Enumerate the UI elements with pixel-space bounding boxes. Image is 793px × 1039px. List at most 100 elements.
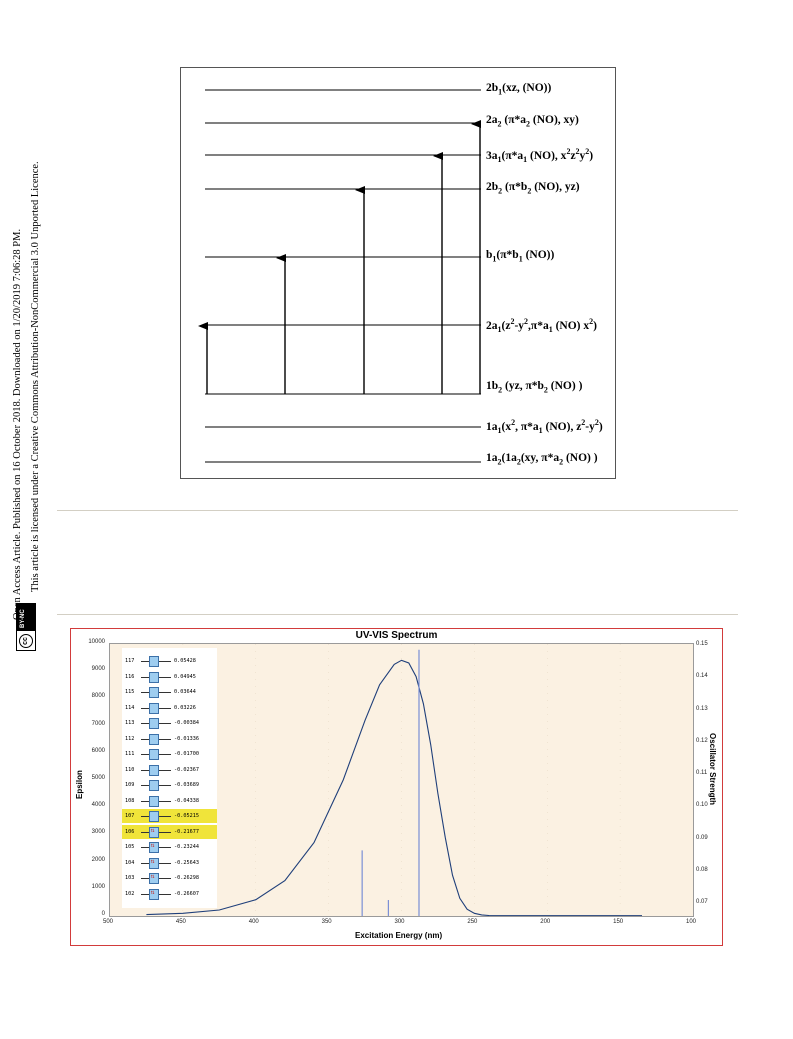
y-left-tick-label: 3000 [91,829,105,836]
section-divider-bottom [57,614,738,615]
x-tick-label: 500 [103,919,114,925]
orbital-row: 104 -0.25643 [122,856,217,870]
orbital-number: 105 [125,844,135,850]
orbital-number: 104 [125,859,135,866]
orbital-number: 114 [125,704,135,711]
x-tick-label: 350 [321,919,332,925]
orbital-row: 112 -0.01336 [122,732,217,746]
orbital-row: 102 -0.26607 [122,887,217,901]
cc-by-nc-badge[interactable]: BY-NC cc [16,603,36,651]
x-tick-label: 400 [248,919,259,925]
y-left-tick-label: 7000 [91,720,105,727]
x-tick-label: 100 [686,919,697,925]
orbital-tick [159,831,171,833]
orbital-tick [141,754,149,755]
orbital-energy: -0.26607 [174,890,199,897]
orbital-tick [141,831,149,833]
y-left-tick-label: 6000 [91,747,105,754]
y-left-tick-label: 10000 [88,639,105,645]
orbital-energy-panel: 117 0.05428 116 0.04945 115 0.03644 114 0.03226… [122,648,217,908]
orbital-row: 116 0.04945 [122,670,217,684]
mo-label-2b1: 2b1(xz, (NO)) [486,82,552,97]
occupied-orbital-icon [149,873,159,884]
cc-logo-icon: cc [19,634,33,648]
orbital-energy: 0.03644 [174,689,196,695]
y-right-tick-label: 0.15 [696,641,708,647]
orbital-energy: 0.05428 [174,658,196,664]
orbital-number: 115 [125,689,135,695]
orbital-row: 117 0.05428 [122,654,217,668]
y-right-tick-label: 0.08 [696,867,708,874]
orbital-tick [141,661,149,662]
orbital-tick [159,754,171,755]
orbital-tick [141,738,149,740]
orbital-number: 111 [125,751,135,757]
virtual-orbital-icon [149,656,159,667]
virtual-orbital-icon [149,811,159,822]
y-left-tick-label: 2000 [91,856,105,863]
occupied-orbital-icon [149,842,159,853]
orbital-tick [159,723,171,724]
orbital-row: 109 -0.03689 [122,778,217,792]
publication-line: Open Access Article. Published on 16 Oct… [12,228,23,620]
orbital-row: 114 0.03226 [122,701,217,715]
occupied-orbital-icon [149,857,159,869]
orbital-number: 117 [125,658,135,664]
orbital-tick [159,769,171,771]
mo-label-1a1: 1a1(x2, π*a1 (NO), z2-y2) [486,418,603,436]
orbital-number: 102 [125,890,135,897]
y-axis-right-title: Oscillator Strength [708,733,717,806]
orbital-tick [159,692,171,693]
orbital-tick [141,816,149,817]
mo-diagram-svg [198,89,481,463]
orbital-row: 106 -0.21677 [122,824,217,839]
orbital-number: 112 [125,735,135,742]
virtual-orbital-icon [149,795,159,807]
mo-label-2b2: 2b2 (π*b2 (NO), yz) [486,181,580,196]
cc-badge-text: BY-NC [20,609,26,628]
orbital-number: 108 [125,797,135,804]
mo-label-2a1: 2a1(z2-y2,π*a1 (NO) x2) [486,317,597,335]
orbital-tick [141,676,149,678]
x-tick-label: 250 [467,919,478,925]
y-right-tick-label: 0.07 [696,899,708,906]
virtual-orbital-icon [149,702,159,714]
orbital-tick [141,847,149,848]
y-left-tick-label: 9000 [91,666,105,673]
orbital-row: 107 -0.05215 [122,809,217,823]
orbital-row: 111 -0.01700 [122,747,217,761]
orbital-energy: -0.01336 [174,735,199,742]
virtual-orbital-icon [149,780,159,791]
orbital-tick [159,878,171,879]
orbital-tick [141,692,149,693]
orbital-energy: 0.03226 [174,704,196,711]
orbital-tick [141,862,149,864]
license-sidebar: Open Access Article. Published on 16 Oct… [0,0,60,660]
occupied-orbital-icon [149,888,159,900]
orbital-tick [141,785,149,786]
orbital-energy: -0.05215 [174,813,199,819]
spectrum-curve [146,659,642,916]
orbital-tick [159,847,171,848]
orbital-tick [141,878,149,879]
occupied-orbital-icon [149,826,159,838]
chart-title: UV-VIS Spectrum [355,630,438,641]
mo-energy-diagram: 2b1(xz, (NO)) 2a2 (π*a2 (NO), xy) 3a1(π*… [180,67,616,479]
y-left-tick-label: 4000 [91,802,105,809]
x-tick-label: 200 [540,919,551,925]
orbital-tick [141,707,149,709]
virtual-orbital-icon [149,733,159,745]
orbital-tick [159,800,171,802]
orbital-tick [141,893,149,895]
virtual-orbital-icon [149,718,159,729]
orbital-row: 115 0.03644 [122,685,217,699]
x-axis-title: Excitation Energy (nm) [355,931,443,940]
mo-label-1b2: 1b2 (yz, π*b2 (NO) ) [486,380,583,395]
x-tick-label: 450 [175,919,186,925]
orbital-tick [141,769,149,771]
orbital-number: 106 [125,828,135,835]
y-right-tick-label: 0.10 [696,802,708,809]
orbital-energy: -0.23244 [174,844,199,850]
mo-label-1a2: 1a2(1a2(xy, π*a2 (NO) ) [486,452,598,467]
orbital-row: 103 -0.26298 [122,871,217,885]
